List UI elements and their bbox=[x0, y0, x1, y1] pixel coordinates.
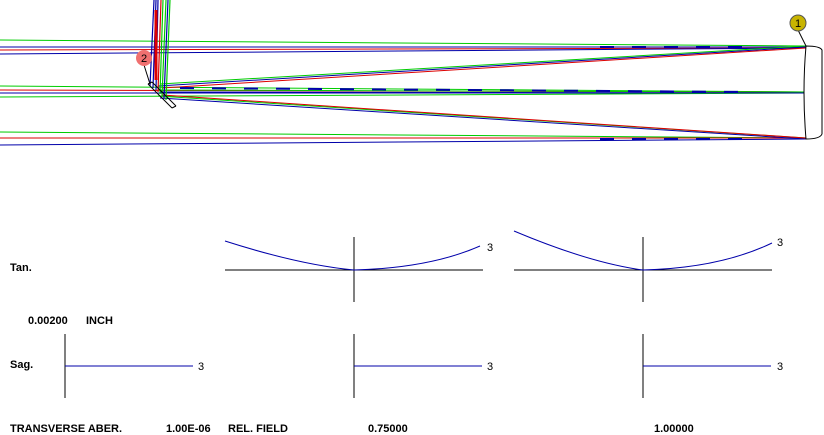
primary-mirror bbox=[803, 45, 823, 140]
sag-curve-label-field-3: 3 bbox=[777, 361, 783, 373]
folded-rays bbox=[149, 0, 171, 101]
sag-row-label: Sag. bbox=[10, 359, 34, 371]
surface-marker-2-circle bbox=[136, 50, 152, 66]
optical-layout: 1 2 bbox=[0, 0, 823, 146]
footer-wavelength: 1.00E-06 bbox=[166, 423, 211, 435]
tan-curve-field-3 bbox=[513, 230, 773, 271]
tan-plot-field-2 bbox=[224, 237, 483, 302]
surface-marker-2: 2 bbox=[136, 50, 152, 85]
tan-curve-field-2 bbox=[224, 240, 481, 271]
sag-plot-field-3 bbox=[642, 334, 771, 398]
surface-marker-1-label: 1 bbox=[795, 18, 801, 30]
sag-curve-label-field-1: 3 bbox=[198, 361, 204, 373]
footer-field-value-3: 1.00000 bbox=[654, 423, 694, 435]
reflected-rays bbox=[157, 45, 807, 140]
surface-marker-1: 1 bbox=[789, 14, 807, 47]
sag-plot-field-2 bbox=[353, 334, 482, 398]
footer-field-value-2: 0.75000 bbox=[368, 423, 408, 435]
tan-plot-field-3 bbox=[513, 230, 773, 302]
aberration-plots bbox=[64, 230, 773, 398]
tan-curve-label-field-2: 3 bbox=[487, 242, 493, 254]
curve-labels: 3 3 3 3 3 bbox=[198, 237, 783, 373]
sag-curve-label-field-2: 3 bbox=[487, 361, 493, 373]
surface-marker-2-label: 2 bbox=[141, 53, 147, 65]
ray-overlap-dashes bbox=[179, 46, 751, 140]
tan-row-label: Tan. bbox=[10, 262, 32, 274]
scale-unit: INCH bbox=[86, 315, 113, 327]
sag-plot-field-1 bbox=[64, 334, 193, 398]
tan-curve-label-field-3: 3 bbox=[777, 237, 783, 249]
footer-field-label: REL. FIELD bbox=[228, 423, 288, 435]
surface-marker-1-circle bbox=[789, 14, 807, 32]
footer-title: TRANSVERSE ABER. bbox=[10, 423, 123, 435]
scale-value: 0.00200 bbox=[28, 315, 68, 327]
